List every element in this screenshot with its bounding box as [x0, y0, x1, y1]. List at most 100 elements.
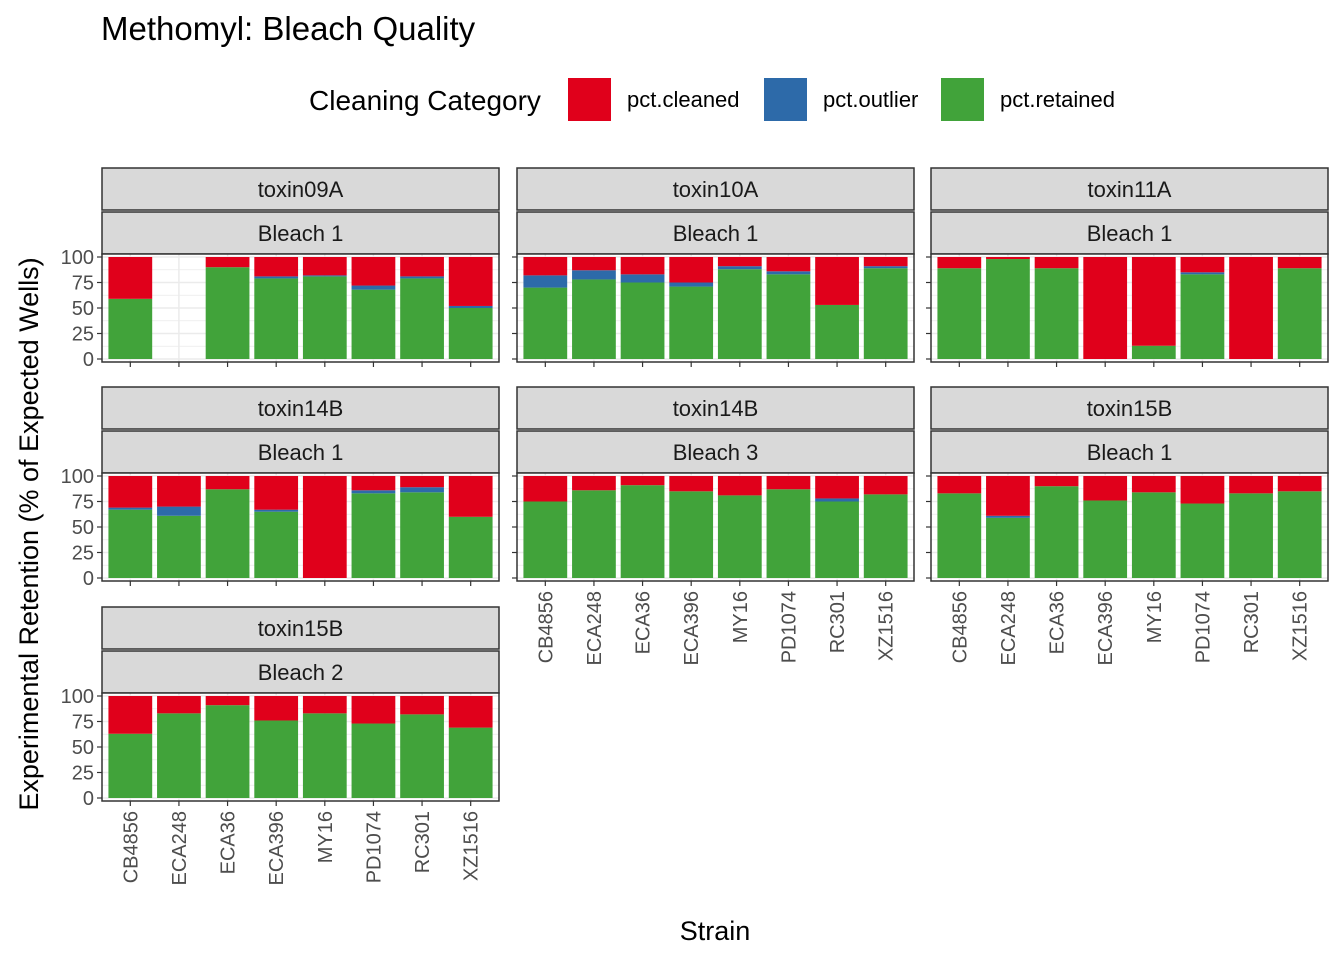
panel-3: toxin14B Bleach 1 0 25 50 75 100 — [61, 386, 500, 590]
bar-pct.retained-ECA36 — [205, 489, 250, 578]
bar-pct.outlier-PD1074 — [351, 490, 396, 494]
bar-pct.retained-RC301 — [400, 492, 444, 578]
strip-toxin — [101, 167, 500, 211]
strip-toxin — [516, 167, 915, 211]
bar-pct.cleaned-RC301 — [815, 476, 859, 499]
legend-key-pct.cleaned — [568, 78, 611, 121]
bar-pct.cleaned-RC301 — [815, 257, 859, 305]
strip-label-bleach: Bleach 1 — [258, 221, 344, 246]
bar-pct.outlier-PD1074 — [351, 285, 396, 290]
bar-pct.retained-XZ1516 — [448, 308, 493, 359]
bar-pct.retained-MY16 — [717, 495, 762, 578]
bar-pct.retained-XZ1516 — [448, 727, 493, 798]
bar-pct.cleaned-PD1074 — [351, 257, 396, 286]
bar-pct.cleaned-ECA396 — [254, 476, 299, 510]
strip-label-toxin: toxin15B — [258, 616, 344, 641]
x-tick-label: RC301 — [827, 591, 849, 653]
bar-pct.cleaned-ECA36 — [620, 476, 665, 486]
facet-panels: toxin09A Bleach 1 0 25 50 75 100 toxin10A Bleach… — [61, 167, 1329, 886]
strip-label-toxin: toxin09A — [258, 177, 344, 202]
legend-title: Cleaning Category — [309, 85, 541, 116]
strip-label-bleach: Bleach 1 — [1087, 440, 1173, 465]
y-tick-label: 100 — [61, 466, 94, 488]
bar-pct.cleaned-XZ1516 — [448, 476, 493, 517]
y-tick-label: 75 — [72, 492, 94, 514]
bar-pct.retained-RC301 — [1229, 493, 1273, 578]
strip-toxin — [930, 167, 1329, 211]
bar-pct.cleaned-MY16 — [302, 257, 347, 276]
x-tick-label: ECA396 — [681, 591, 703, 666]
bar-pct.cleaned-ECA36 — [205, 257, 250, 268]
x-tick-label: ECA396 — [266, 811, 288, 886]
panel-0: toxin09A Bleach 1 0 25 50 75 100 — [61, 167, 500, 371]
x-tick-label: ECA248 — [584, 591, 606, 666]
x-tick-label: ECA248 — [998, 591, 1020, 666]
bar-pct.cleaned-CB4856 — [108, 257, 153, 299]
bar-pct.outlier-MY16 — [302, 275, 347, 277]
x-tick-label: CB4856 — [120, 811, 142, 883]
panel-5: toxin15B Bleach 1 CB4856 ECA248 ECA36 ECA396 M… — [926, 386, 1329, 666]
strip-label-toxin: toxin11A — [1088, 177, 1172, 202]
bar-pct.retained-RC301 — [815, 501, 859, 578]
bar-pct.retained-XZ1516 — [863, 494, 908, 578]
bar-pct.retained-ECA36 — [1034, 486, 1079, 578]
bar-pct.cleaned-PD1074 — [766, 476, 811, 490]
bar-pct.retained-ECA248 — [986, 517, 1030, 578]
bar-pct.cleaned-MY16 — [717, 257, 762, 267]
bar-pct.cleaned-MY16 — [302, 476, 347, 578]
strip-toxin — [101, 386, 500, 430]
strip-bleach — [516, 430, 915, 474]
bar-pct.cleaned-XZ1516 — [863, 476, 908, 495]
bar-pct.cleaned-CB4856 — [523, 476, 568, 502]
strip-label-toxin: toxin15B — [1087, 396, 1173, 421]
x-tick-label: XZ1516 — [461, 811, 483, 881]
bar-pct.cleaned-XZ1516 — [448, 696, 493, 728]
bar-pct.cleaned-ECA36 — [1034, 257, 1079, 269]
bar-pct.cleaned-CB4856 — [937, 476, 982, 494]
panel-4: toxin14B Bleach 3 CB4856 ECA248 ECA36 ECA396 M… — [512, 386, 915, 666]
bar-pct.cleaned-MY16 — [717, 476, 762, 496]
x-tick-label: ECA36 — [218, 811, 240, 874]
bar-pct.retained-ECA396 — [669, 286, 714, 359]
y-tick-label: 25 — [72, 763, 94, 785]
bar-pct.outlier-CB4856 — [108, 507, 153, 510]
bar-pct.outlier-RC301 — [815, 498, 859, 502]
bar-pct.cleaned-RC301 — [1229, 476, 1273, 494]
legend-key-pct.outlier — [764, 78, 807, 121]
bar-pct.outlier-PD1074 — [1180, 272, 1225, 275]
y-tick-label: 50 — [72, 517, 94, 539]
bar-pct.retained-CB4856 — [108, 733, 153, 798]
bar-pct.retained-PD1074 — [1180, 274, 1225, 359]
bar-pct.retained-ECA396 — [254, 278, 299, 359]
bar-pct.cleaned-ECA396 — [254, 257, 299, 277]
bar-pct.cleaned-MY16 — [1131, 476, 1176, 493]
bar-pct.retained-ECA248 — [986, 259, 1030, 359]
bar-pct.outlier-ECA396 — [254, 509, 299, 512]
legend: Cleaning Category pct.cleaned pct.outlier p… — [309, 78, 1115, 121]
bar-pct.outlier-ECA248 — [986, 515, 1030, 518]
x-tick-label: XZ1516 — [1290, 591, 1312, 661]
bar-pct.retained-ECA36 — [205, 267, 250, 359]
bar-pct.outlier-ECA248 — [157, 506, 201, 516]
bar-pct.retained-PD1074 — [351, 493, 396, 578]
bar-pct.retained-ECA248 — [157, 515, 201, 578]
bar-pct.outlier-MY16 — [717, 266, 762, 270]
bar-pct.cleaned-ECA36 — [205, 476, 250, 490]
bar-pct.outlier-RC301 — [400, 276, 444, 279]
bar-pct.cleaned-XZ1516 — [1277, 476, 1322, 492]
y-axis-title: Experimental Retention (% of Expected We… — [14, 257, 44, 810]
bar-pct.retained-CB4856 — [937, 493, 982, 578]
bar-pct.retained-PD1074 — [766, 489, 811, 578]
y-tick-label: 0 — [83, 568, 94, 590]
bar-pct.cleaned-RC301 — [400, 257, 444, 277]
x-tick-label: MY16 — [730, 591, 752, 643]
bar-pct.cleaned-ECA248 — [157, 696, 201, 714]
x-tick-label: PD1074 — [1192, 591, 1214, 663]
bar-pct.cleaned-RC301 — [1229, 257, 1273, 359]
bar-pct.cleaned-XZ1516 — [448, 257, 493, 306]
bar-pct.cleaned-PD1074 — [1180, 257, 1225, 273]
bar-pct.retained-MY16 — [717, 269, 762, 359]
x-tick-label: ECA396 — [1095, 591, 1117, 666]
legend-label-pct.retained: pct.retained — [1000, 87, 1115, 112]
bar-pct.retained-XZ1516 — [448, 516, 493, 578]
